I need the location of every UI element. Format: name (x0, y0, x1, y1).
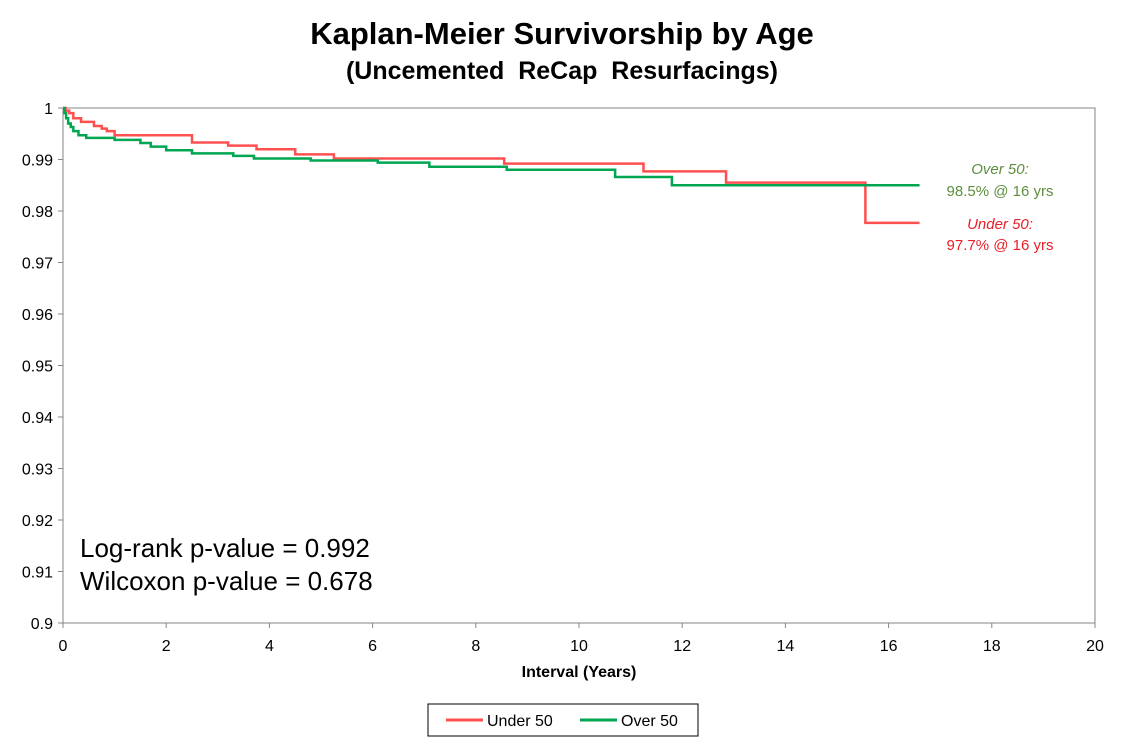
wilcoxon-text: Wilcoxon p-value = 0.678 (80, 566, 373, 596)
x-tick-label: 8 (471, 638, 480, 655)
legend-label-over50: Over 50 (621, 713, 678, 730)
y-tick-label: 0.92 (22, 513, 53, 530)
y-tick-label: 0.9 (31, 616, 53, 633)
y-tick-label: 0.95 (22, 359, 53, 376)
x-axis-label: Interval (Years) (522, 664, 637, 681)
x-tick-label: 6 (368, 638, 377, 655)
x-tick-label: 16 (880, 638, 898, 655)
x-tick-label: 10 (570, 638, 588, 655)
legend-label-under50: Under 50 (487, 713, 553, 730)
x-tick-label: 4 (265, 638, 274, 655)
chart-title: Kaplan-Meier Survivorship by Age (310, 16, 814, 51)
y-tick-label: 0.99 (22, 153, 53, 170)
series-layer (63, 106, 920, 225)
under50-annotation-label: Under 50: (967, 216, 1033, 233)
x-tick-label: 14 (777, 638, 795, 655)
y-tick-label: 0.96 (22, 307, 53, 324)
legend: Under 50 Over 50 (427, 703, 699, 737)
series-line-over-50 (63, 106, 920, 187)
y-tick-label: 1 (44, 101, 53, 118)
x-tick-label: 0 (59, 638, 68, 655)
y-axis: 0.9 0.91 0.92 0.93 0.94 0.95 0.96 0.97 0.98 0.99 1 (22, 101, 63, 633)
logrank-text: Log-rank p-value = 0.992 (80, 533, 370, 563)
under50-annotation-value: 97.7% @ 16 yrs (947, 237, 1054, 254)
x-tick-label: 18 (983, 638, 1001, 655)
x-tick-label: 2 (162, 638, 171, 655)
over50-annotation-value: 98.5% @ 16 yrs (947, 183, 1054, 200)
chart-subtitle: (Uncemented ReCap Resurfacings) (346, 57, 778, 85)
y-tick-label: 0.98 (22, 204, 53, 221)
y-tick-label: 0.97 (22, 256, 53, 273)
x-axis: 0 2 4 6 8 10 12 14 16 18 20 (59, 623, 1104, 655)
x-tick-label: 12 (673, 638, 691, 655)
x-tick-label: 20 (1086, 638, 1104, 655)
y-tick-label: 0.93 (22, 462, 53, 479)
series-line-under-50 (63, 106, 920, 225)
y-tick-label: 0.94 (22, 410, 53, 427)
y-tick-label: 0.91 (22, 565, 53, 582)
over50-annotation-label: Over 50: (971, 161, 1029, 178)
plot-area (62, 107, 1096, 624)
